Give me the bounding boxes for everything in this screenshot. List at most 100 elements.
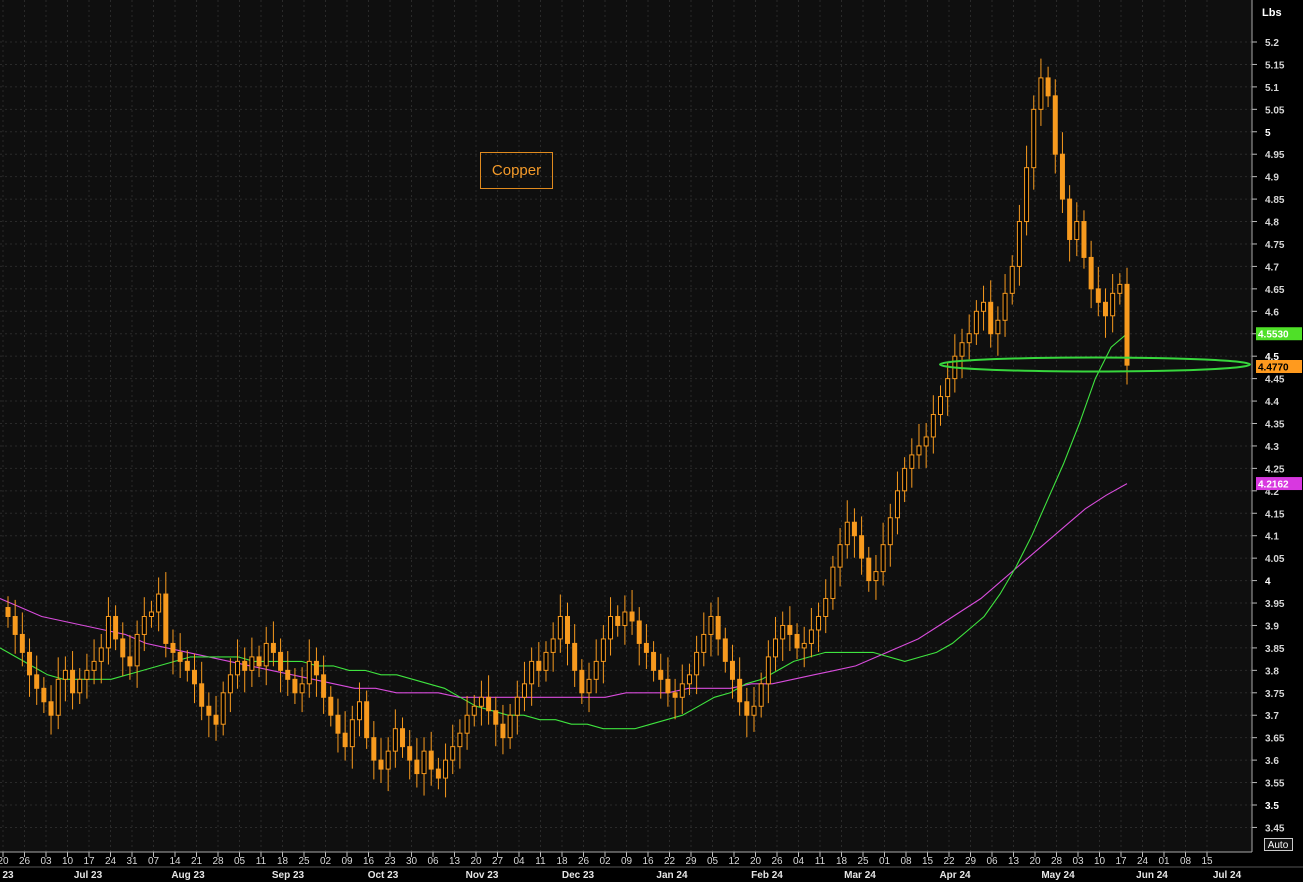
candle — [120, 638, 126, 658]
candle — [787, 624, 793, 635]
candle — [371, 737, 377, 761]
candle — [600, 638, 606, 662]
candle — [127, 656, 133, 667]
candle — [414, 759, 420, 775]
candle — [1059, 153, 1065, 200]
auto-button-label[interactable]: Auto — [1268, 840, 1289, 851]
x-tick-label: 13 — [1008, 856, 1020, 867]
title-box — [480, 152, 553, 189]
x-tick-label: 20 — [470, 856, 482, 867]
candle — [349, 719, 355, 748]
candle — [837, 544, 843, 568]
candle — [270, 642, 276, 653]
x-month-label: Jan 24 — [656, 870, 688, 881]
candle — [98, 647, 104, 662]
candle — [514, 696, 520, 716]
candle — [1031, 108, 1037, 169]
candle — [507, 714, 513, 739]
candle — [801, 642, 807, 649]
x-tick-label: 31 — [126, 856, 138, 867]
candle — [77, 678, 83, 694]
candle — [1016, 221, 1022, 267]
y-tick-label: 3.8 — [1265, 666, 1279, 677]
x-tick-label: 26 — [19, 856, 31, 867]
candle — [313, 660, 319, 676]
candle — [385, 750, 391, 770]
candle — [536, 660, 542, 671]
candle — [206, 705, 212, 716]
candle — [773, 638, 779, 658]
y-tick-label: 4.95 — [1265, 150, 1285, 161]
candle — [378, 759, 384, 770]
candle — [608, 615, 614, 640]
y-tick-label: 3.45 — [1265, 823, 1285, 834]
candle — [794, 633, 800, 649]
candle — [586, 678, 592, 694]
x-tick-label: 05 — [234, 856, 246, 867]
candle — [356, 701, 362, 721]
y-tick-label: 5.15 — [1265, 60, 1285, 71]
candle — [959, 342, 965, 357]
x-month-label: Nov 23 — [466, 870, 499, 881]
y-tick-label: 4.2 — [1265, 487, 1279, 498]
candle — [844, 521, 850, 546]
x-tick-label: 28 — [212, 856, 224, 867]
y-tick-label: 4.35 — [1265, 420, 1285, 431]
candle — [177, 651, 183, 662]
auto-button[interactable] — [1264, 838, 1293, 851]
x-tick-label: 26 — [578, 856, 590, 867]
y-tick-label: 4.1 — [1265, 532, 1279, 543]
candle — [995, 319, 1001, 335]
candle — [34, 674, 40, 689]
candle — [988, 301, 994, 335]
candle — [263, 642, 269, 667]
y-tick-label: 4.65 — [1265, 285, 1285, 296]
y-tick-label: 3.6 — [1265, 756, 1279, 767]
candle — [1009, 265, 1015, 294]
x-tick-label: 11 — [256, 856, 267, 867]
candle — [744, 701, 750, 716]
candle — [808, 629, 814, 644]
candle — [529, 660, 535, 685]
candle — [392, 728, 398, 752]
candle — [1124, 283, 1130, 366]
x-tick-label: 24 — [105, 856, 117, 867]
candle — [930, 414, 936, 438]
y-tick-label: 4.7 — [1265, 262, 1279, 273]
x-month-label: Jul 24 — [1213, 870, 1242, 881]
y-tick-label: 4.4 — [1265, 397, 1279, 408]
x-tick-label: 09 — [621, 856, 633, 867]
x-tick-label: 23 — [384, 856, 396, 867]
candle — [342, 732, 348, 748]
candle — [859, 535, 865, 559]
x-month-label: Oct 23 — [368, 870, 399, 881]
candle — [751, 705, 757, 716]
x-month-label: Sep 23 — [272, 870, 305, 881]
ma-short-value-tag: 4.5530 — [1258, 330, 1289, 341]
x-tick-label: 03 — [1072, 856, 1084, 867]
candle — [199, 683, 205, 707]
x-month-label: Jun 24 — [1136, 870, 1168, 881]
candle — [464, 714, 470, 734]
candle — [966, 333, 972, 344]
x-month-label: Feb 24 — [751, 870, 783, 881]
ma-short-value-tag-bg — [1256, 327, 1302, 341]
last-price-tag: 4.4770 — [1258, 362, 1289, 373]
candle — [1095, 288, 1101, 303]
x-tick-label: 08 — [1180, 856, 1192, 867]
x-tick-label: 03 — [40, 856, 52, 867]
candle — [1024, 167, 1030, 223]
y-tick-label: 4.8 — [1265, 218, 1279, 229]
x-month-label: Dec 23 — [562, 870, 595, 881]
candle — [421, 750, 427, 775]
y-tick-label: 4.15 — [1265, 509, 1285, 520]
y-tick-label: 3.65 — [1265, 734, 1285, 745]
y-tick-label: 3.75 — [1265, 689, 1285, 700]
candle — [486, 696, 492, 712]
candle — [572, 642, 578, 671]
candle — [292, 678, 298, 694]
x-tick-label: 18 — [556, 856, 568, 867]
candle — [973, 310, 979, 335]
x-tick-label: 05 — [707, 856, 719, 867]
